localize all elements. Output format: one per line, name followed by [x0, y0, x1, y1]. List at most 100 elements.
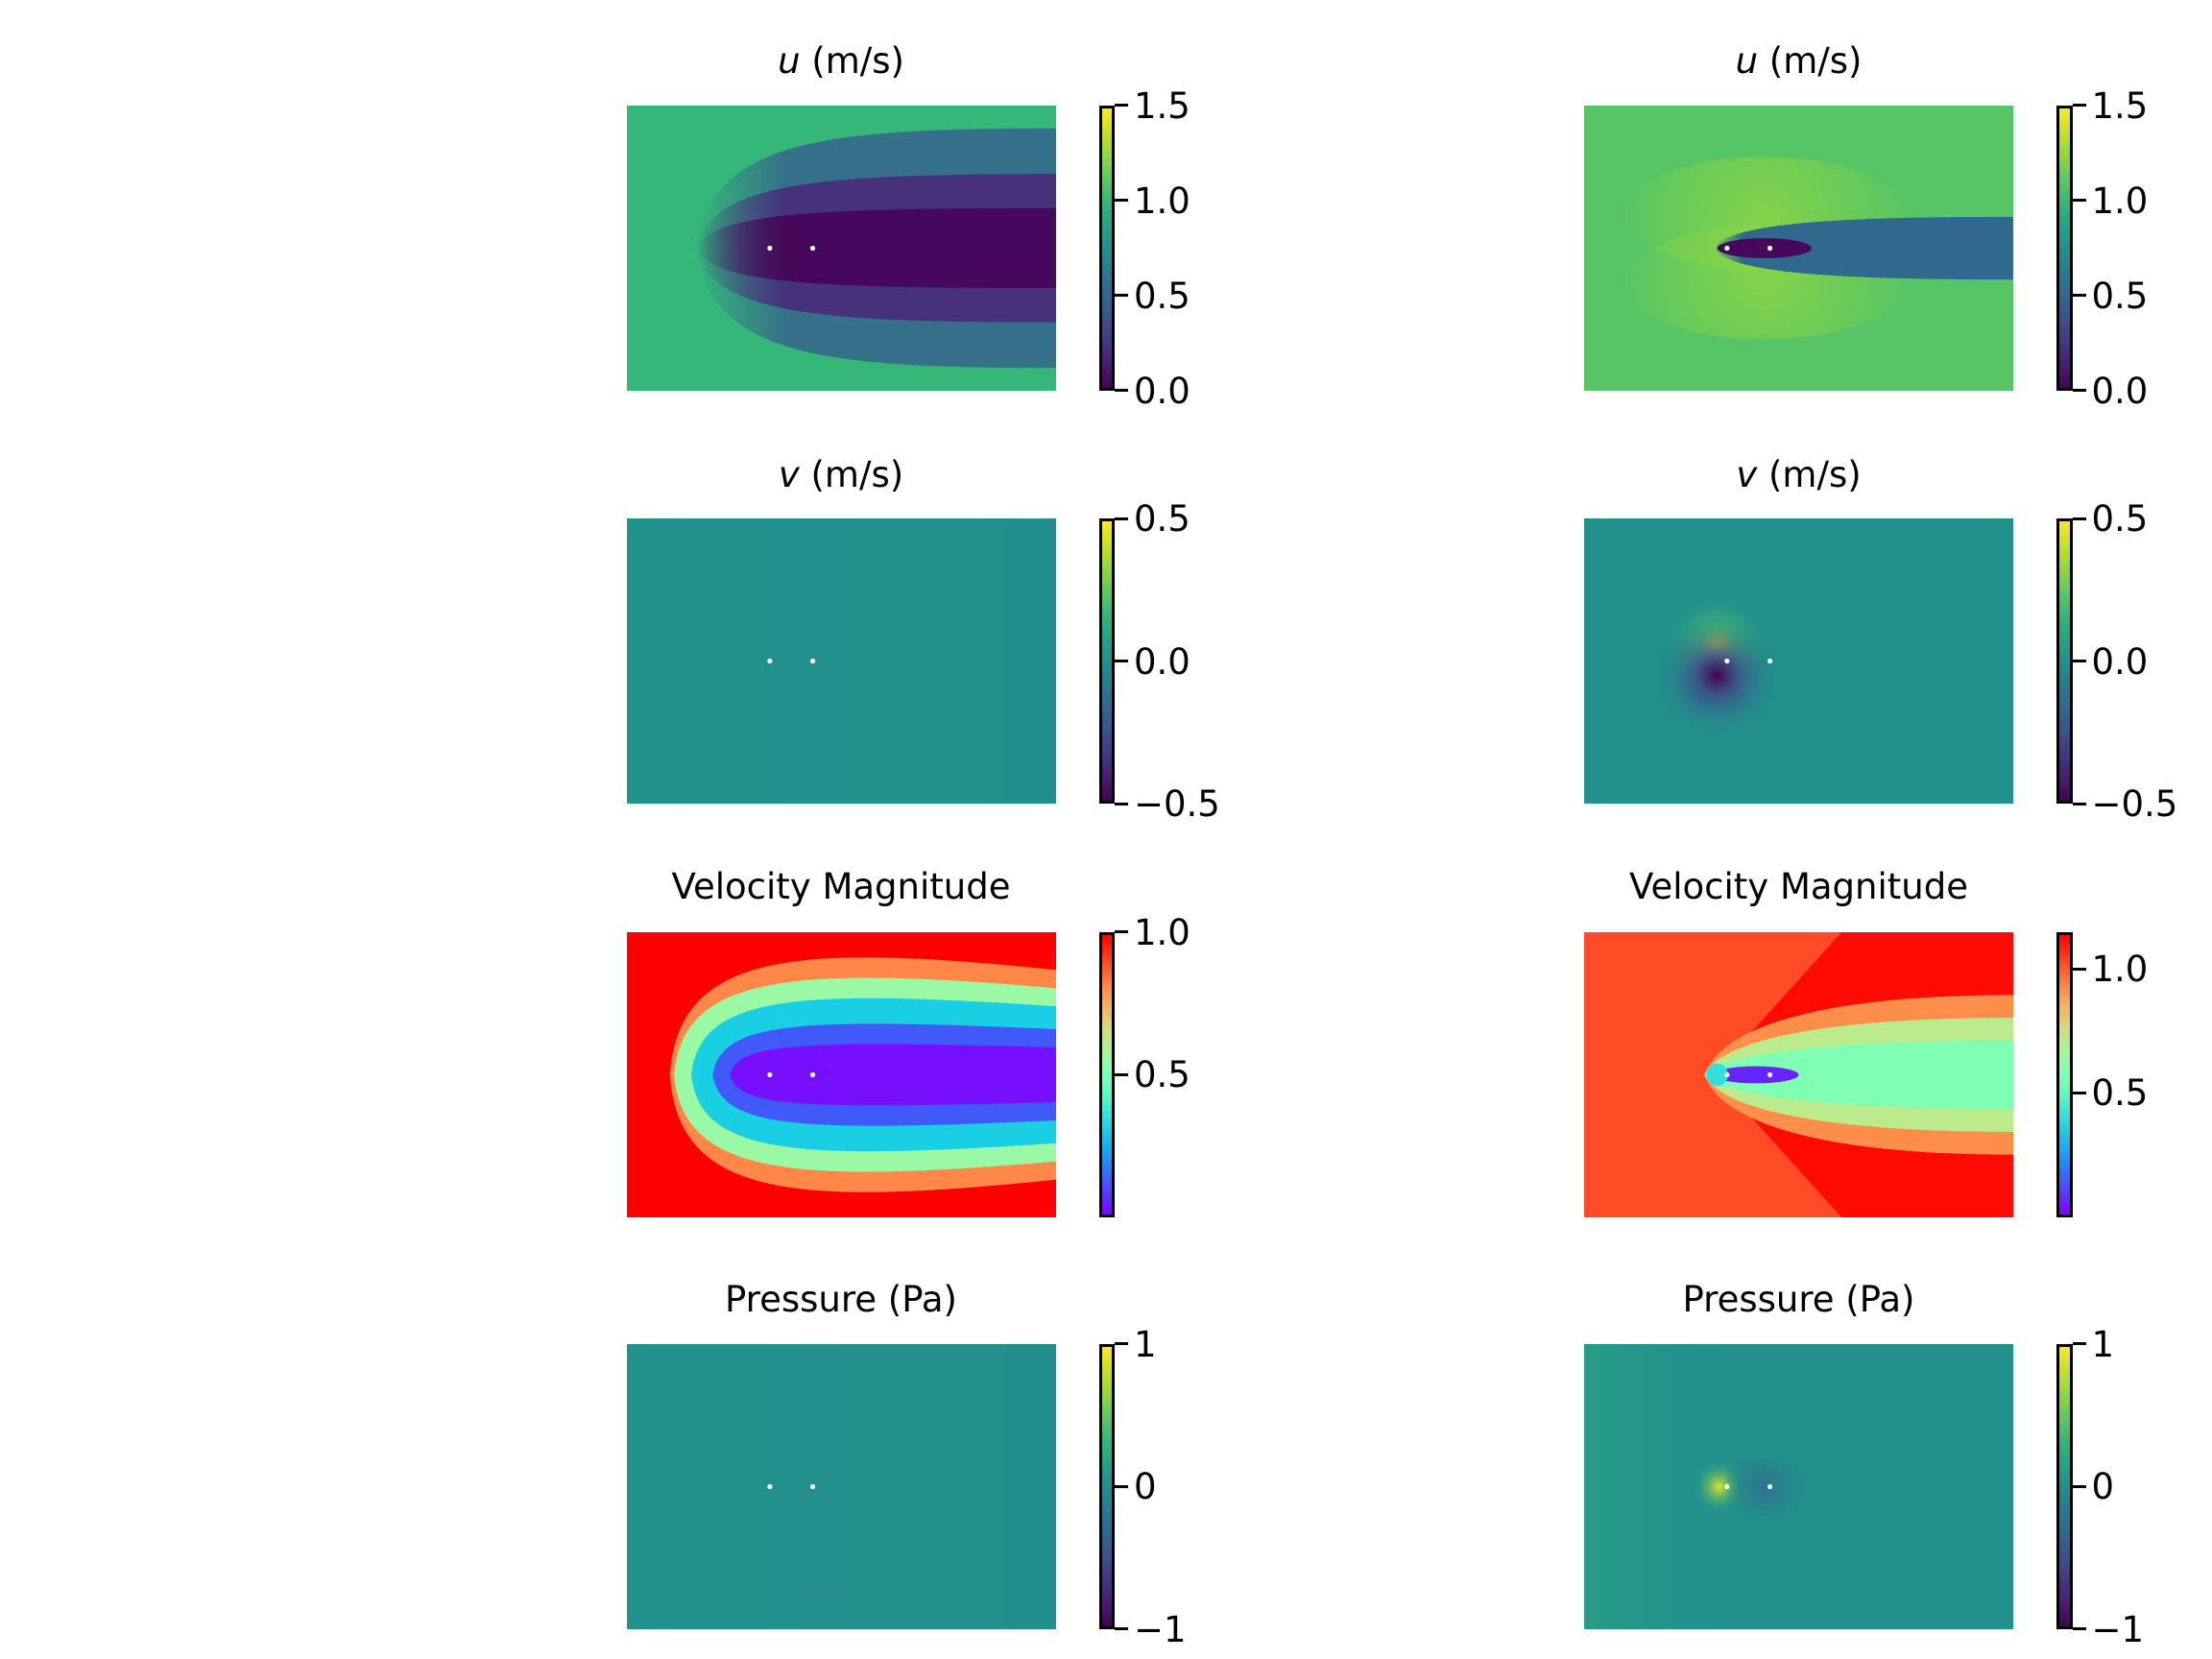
cylinder-marker-2 — [809, 1483, 815, 1489]
colorbar-tick — [2072, 967, 2086, 971]
cylinder-marker-1 — [766, 1071, 772, 1077]
title-text: Velocity Magnitude — [671, 865, 1011, 907]
cylinder-marker-1 — [766, 245, 772, 251]
colorbar-tick-label: 1.5 — [2091, 84, 2149, 127]
panel-title: Pressure (Pa) — [627, 1279, 1056, 1321]
wake-core — [1713, 1066, 1799, 1083]
wake-band — [695, 207, 1056, 288]
colorbar-tick-label: −1 — [2091, 1608, 2145, 1650]
heatmap-svg — [626, 518, 1056, 804]
colorbar — [2056, 931, 2073, 1217]
colorbar-tick — [2072, 517, 2086, 520]
heatmap-svg — [1584, 518, 2013, 804]
title-text: (m/s) — [799, 453, 904, 495]
colorbar-tick-label: 0.0 — [2091, 640, 2149, 683]
colorbar-tick — [1115, 389, 1128, 392]
heatmap-field — [626, 105, 1056, 391]
colorbar-tick — [2072, 660, 2086, 662]
panel-title: u (m/s) — [627, 40, 1056, 83]
colorbar-tick — [2072, 1484, 2086, 1488]
heatmap-field — [1584, 1343, 2013, 1629]
colorbar — [1098, 518, 1115, 804]
panel-title: u (m/s) — [1584, 40, 2013, 83]
colorbar-tick — [1115, 294, 1128, 297]
colorbar-tick-label: −0.5 — [1134, 783, 1220, 825]
panel-title: v (m/s) — [1584, 454, 2013, 496]
cylinder-marker-1 — [1724, 658, 1730, 664]
heatmap-svg — [626, 931, 1056, 1217]
heatmap-svg — [1584, 1343, 2013, 1629]
cylinder-marker-2 — [1767, 1483, 1773, 1489]
colorbar-tick-label: 0 — [2091, 1466, 2115, 1507]
colorbar-tick — [2072, 389, 2086, 392]
title-text: Velocity Magnitude — [1629, 865, 1968, 907]
colorbar-tick — [1115, 1072, 1128, 1076]
magnitude-band — [729, 1044, 1056, 1105]
colorbar — [2056, 518, 2073, 804]
panel-title: v (m/s) — [627, 454, 1056, 496]
colorbar-tick — [1115, 930, 1128, 933]
heatmap-field — [1584, 931, 2013, 1217]
title-text: (m/s) — [1758, 40, 1863, 82]
heatmap-svg — [626, 1343, 1056, 1629]
colorbar-tick-label: 1.0 — [2091, 949, 2149, 991]
colorbar-tick — [1115, 1484, 1128, 1488]
colorbar-tick-label: 0 — [1134, 1466, 1157, 1507]
heatmap-field — [1584, 105, 2013, 391]
colorbar — [1098, 1343, 1115, 1629]
colorbar-tick-label: 0.0 — [1134, 370, 1190, 412]
colorbar — [1098, 105, 1115, 391]
colorbar-tick — [2072, 1342, 2086, 1345]
cylinder-marker-1 — [1724, 1071, 1730, 1077]
panel-title: Velocity Magnitude — [627, 866, 1056, 908]
colorbar-tick — [1115, 104, 1128, 107]
title-variable-symbol: u — [778, 40, 801, 82]
colorbar-tick-label: 0.5 — [1134, 1054, 1190, 1095]
wake-core — [1717, 237, 1812, 258]
colorbar-tick — [2072, 1091, 2086, 1094]
colorbar — [1098, 931, 1115, 1217]
panel-title: Velocity Magnitude — [1584, 866, 2013, 908]
colorbar-tick — [1115, 660, 1128, 662]
colorbar-tick-label: 1 — [2091, 1323, 2115, 1365]
cylinder-marker-2 — [809, 245, 815, 251]
colorbar-tick-label: 1.0 — [1134, 911, 1190, 953]
cylinder-marker-2 — [1767, 245, 1773, 251]
title-variable-symbol: v — [1736, 453, 1758, 495]
field-shade — [626, 1343, 1056, 1629]
colorbar-tick-label: 0.5 — [2091, 1072, 2149, 1115]
negative-lobe — [1656, 617, 1778, 738]
heatmap-field — [626, 931, 1056, 1217]
stagnation-spot — [1706, 1063, 1728, 1086]
cylinder-marker-1 — [766, 1483, 772, 1489]
heatmap-field — [626, 518, 1056, 804]
colorbar-tick — [1115, 517, 1128, 520]
cylinder-marker-2 — [1767, 658, 1773, 664]
colorbar — [2056, 1343, 2073, 1629]
colorbar-tick-label: 1.5 — [1134, 84, 1190, 127]
cylinder-marker-1 — [766, 658, 772, 664]
colorbar-tick — [1115, 802, 1128, 805]
cylinder-marker-2 — [809, 658, 815, 664]
low-pressure-spot — [1721, 1457, 1808, 1515]
colorbar-tick-label: −0.5 — [2091, 783, 2178, 825]
heatmap-field — [626, 1343, 1056, 1629]
heatmap-svg — [1584, 105, 2013, 391]
colorbar-tick-label: 0.5 — [2091, 275, 2149, 317]
colorbar-tick-label: 0.5 — [1134, 498, 1190, 540]
colorbar-tick — [1115, 199, 1128, 202]
colorbar-tick — [2072, 294, 2086, 297]
heatmap-svg — [626, 105, 1056, 391]
cylinder-marker-2 — [809, 1071, 815, 1077]
colorbar-tick — [2072, 199, 2086, 202]
field-shade — [626, 518, 1056, 804]
panel-title: Pressure (Pa) — [1584, 1279, 2013, 1321]
heatmap-svg — [1584, 931, 2013, 1217]
cylinder-marker-1 — [1724, 245, 1730, 251]
colorbar-tick-label: 1.0 — [1134, 180, 1190, 222]
colorbar-tick — [2072, 104, 2086, 107]
colorbar-tick-label: 0.5 — [2091, 498, 2149, 540]
colorbar-tick-label: −1 — [1134, 1608, 1187, 1650]
title-variable-symbol: v — [778, 453, 800, 495]
cylinder-marker-1 — [1724, 1483, 1730, 1489]
